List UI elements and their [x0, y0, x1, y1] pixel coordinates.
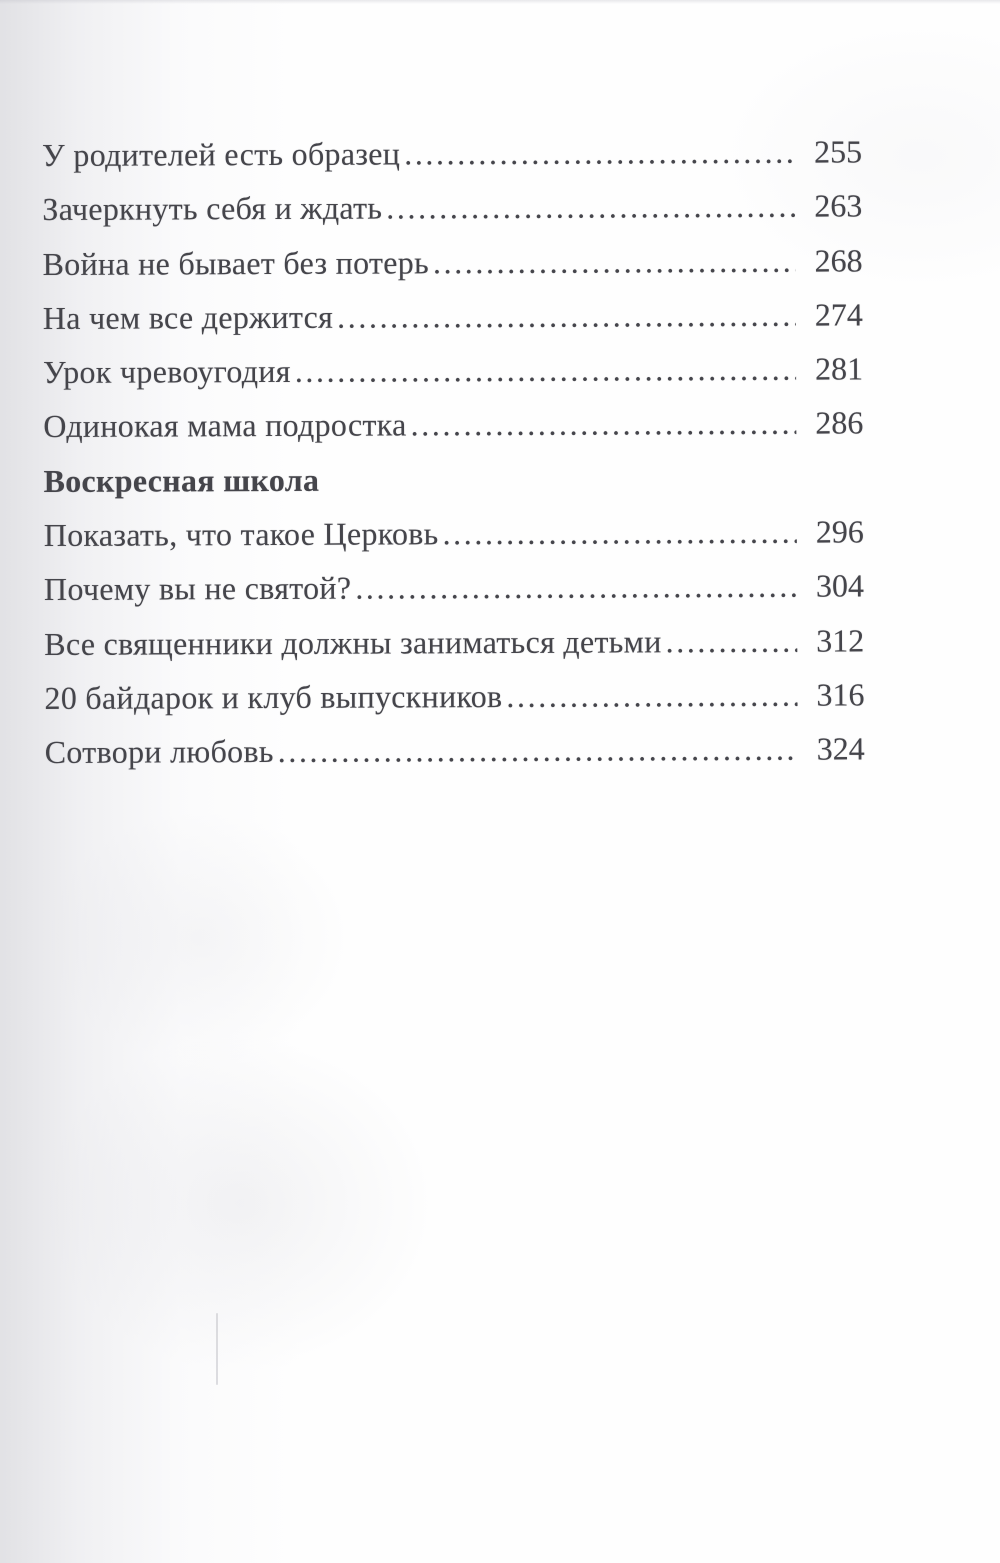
scan-artifact [216, 1313, 218, 1385]
toc-entry-title: Все священники должны заниматься детьми [44, 622, 662, 662]
toc-entry-title: У родителей есть образец [42, 135, 401, 173]
toc-entry-page: 312 [816, 622, 865, 659]
toc-entry: Все священники должны заниматься детьми … [44, 613, 864, 671]
dot-leader [665, 613, 797, 668]
dot-leader [404, 125, 795, 181]
toc-entry-page: 324 [816, 730, 865, 767]
toc-entry-page: 274 [814, 296, 863, 333]
toc-entry: Война не бывает без потерь 268 [42, 233, 863, 291]
toc-entry-title: Зачеркнуть себя и ждать [42, 189, 383, 228]
dot-leader [295, 342, 797, 398]
toc-entry-page: 281 [814, 350, 864, 387]
toc-entry-title: Показать, что такое Церковь [43, 515, 439, 554]
dot-leader [278, 722, 798, 779]
toc-entry: Почему вы не святой? 304 [44, 559, 864, 617]
toc-entry-title: Почему вы не святой? [43, 570, 352, 608]
toc-entry-title: Одинокая мама подростка [43, 406, 407, 445]
toc-section-heading-title: Воскресная школа [43, 461, 320, 499]
toc-section-heading: Воскресная школа [43, 450, 863, 508]
toc-entry-page: 304 [815, 567, 865, 605]
dot-leader [386, 179, 795, 235]
dot-leader [337, 288, 796, 344]
toc-entry: У родителей есть образец 255 [42, 124, 862, 182]
toc-entry: Сотвори любовь 324 [45, 722, 865, 780]
toc-entry: 20 байдарок и клуб выпускников 316 [44, 667, 864, 725]
toc-entry: Одинокая мама подростка 286 [43, 396, 863, 454]
toc-entry-title: 20 байдарок и клуб выпускников [44, 677, 503, 716]
toc-entry: На чем все держится 274 [43, 287, 863, 345]
dot-leader [433, 233, 796, 289]
toc-entry: Зачеркнуть себя и ждать 263 [42, 179, 862, 237]
dot-leader [410, 396, 796, 452]
toc-entry-title: Сотвори любовь [44, 733, 274, 771]
toc-entry-page: 316 [816, 676, 865, 713]
dot-leader [506, 668, 797, 724]
toc-entry-page: 286 [815, 404, 864, 442]
toc-entry: Показать, что такое Церковь 296 [44, 504, 864, 562]
toc-entry-title: На чем все держится [42, 298, 334, 336]
toc-entry-page: 263 [814, 187, 863, 224]
toc-entry: Урок чревоугодия 281 [43, 342, 863, 400]
dot-leader [442, 505, 796, 561]
toc-entry-page: 255 [814, 133, 863, 170]
toc-entry-page: 296 [815, 513, 864, 550]
toc-entry-title: Война не бывает без потерь [42, 243, 430, 282]
dot-leader [355, 559, 797, 615]
toc-entry-page: 268 [814, 242, 863, 279]
toc-entry-title: Урок чревоугодия [42, 353, 291, 391]
table-of-contents: У родителей есть образец 255 Зачеркнуть … [42, 124, 865, 779]
